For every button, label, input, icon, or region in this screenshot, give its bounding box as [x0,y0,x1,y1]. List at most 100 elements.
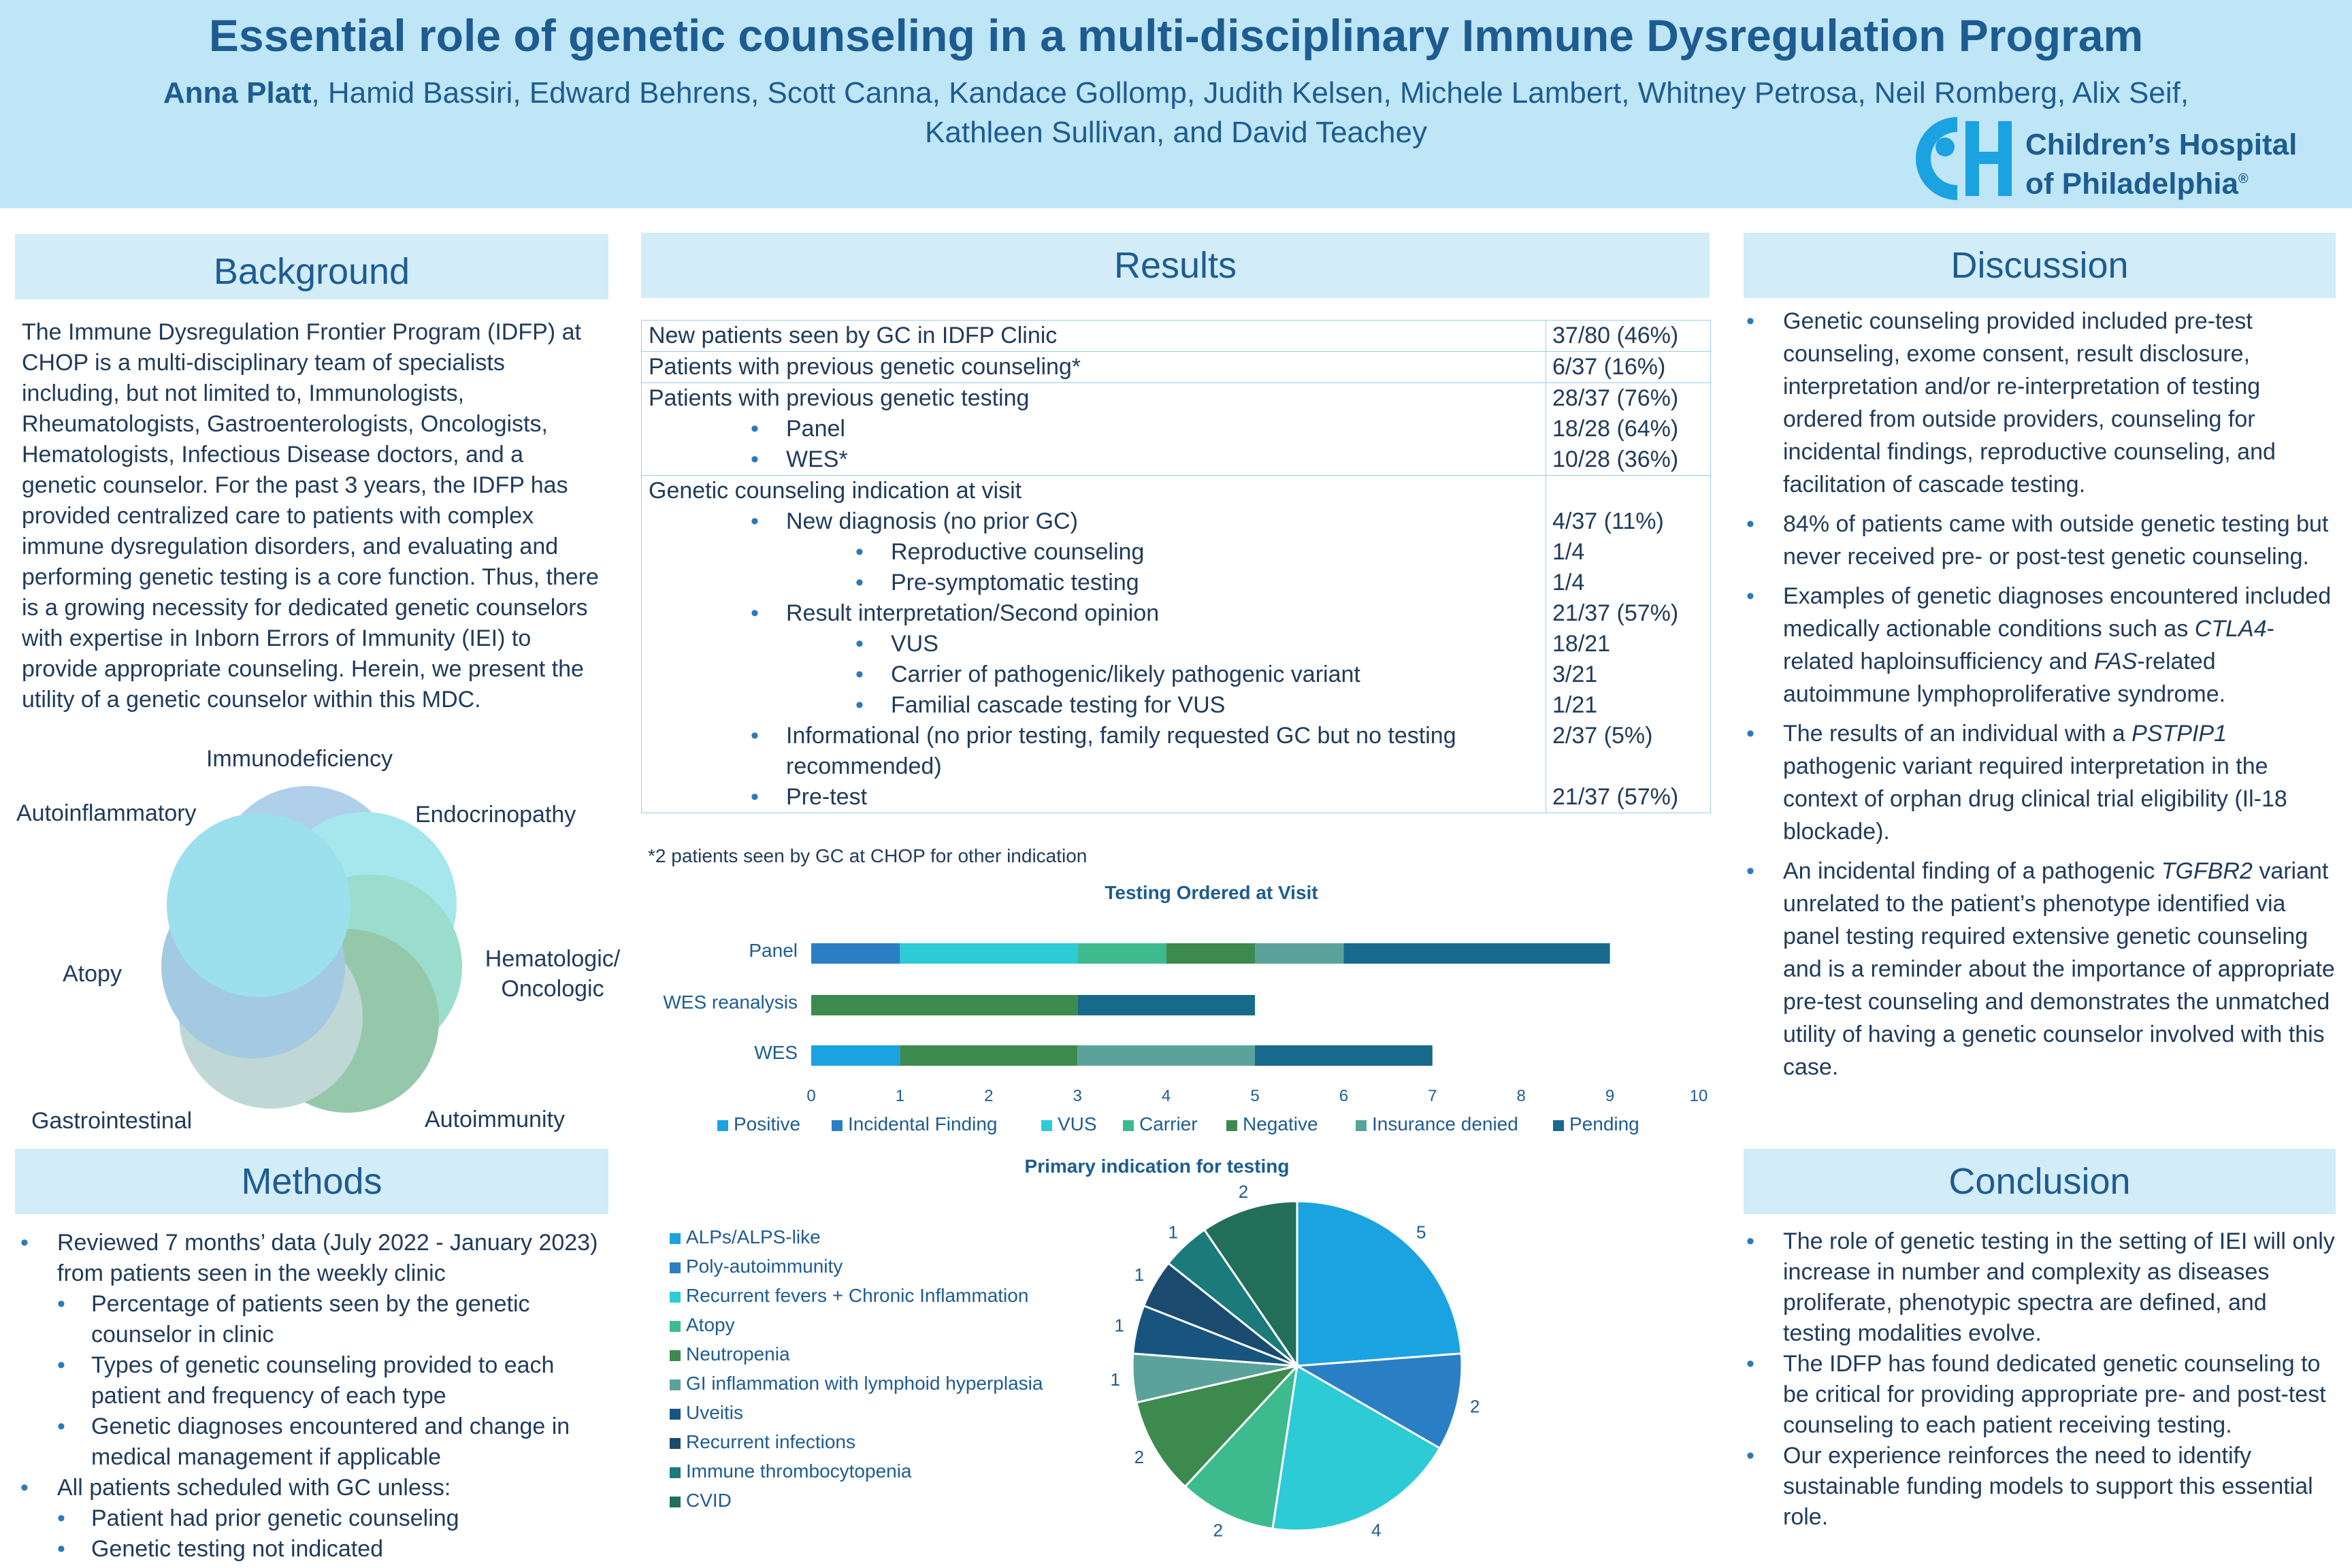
bar-segment [1255,1045,1433,1066]
pie-data-label: 1 [1134,1264,1144,1285]
bar-legend-item: Negative [1226,1113,1318,1135]
legend-label: Recurrent fevers + Chronic Inflammation [686,1285,1029,1306]
logo-line1: Children’s Hospital [2025,128,2298,161]
legend-label: Incidental Finding [848,1113,998,1134]
venn-label-hematologic: Hematologic/ [485,946,621,972]
table-cell-value: 28/37 (76%) [1552,385,1679,411]
bar-segment [1343,943,1610,964]
legend-label: Poly-autoimmunity [686,1256,843,1277]
legend-label: Pending [1569,1113,1639,1134]
venn-label-autoimmunity: Autoimmunity [425,1107,565,1132]
legend-label: VUS [1058,1113,1097,1134]
pie-legend-item: Atopy [670,1314,735,1336]
bar-legend-item: Incidental Finding [832,1113,997,1135]
legend-swatch [670,1291,681,1303]
pie-legend-item: Immune thrombocytopenia [670,1460,912,1482]
bar-legend-item: VUS [1041,1113,1097,1135]
gene-name: FAS [2093,649,2138,674]
legend-swatch [1553,1120,1564,1131]
methods-subitem: Percentage of patients seen by the genet… [57,1289,607,1350]
table-row: Patients with previous genetic testing 28… [642,382,1710,475]
pie-slice [1296,1200,1463,1367]
table-cell-label: Patients with previous genetic testing [649,385,1030,411]
poster-header: Essential role of genetic counseling in … [0,0,2352,208]
venn-label-atopy: Atopy [63,961,122,987]
pie-data-label: 1 [1168,1222,1177,1243]
table-cell-label: VUS [891,631,938,657]
bar-segment [811,995,1078,1015]
bar-legend-item: Carrier [1123,1113,1198,1135]
bar-tick-label: 9 [1605,1087,1614,1105]
results-table: New patients seen by GC in IDFP Clinic 37… [641,320,1711,813]
discussion-text: pathogenic variant required interpretati… [1783,753,2287,845]
table-cell-value: 2/37 (5%) [1552,723,1653,749]
legend-label: Immune thrombocytopenia [686,1460,912,1482]
methods-item: All patients scheduled with GC unless: P… [20,1473,607,1565]
lead-author: Anna Platt [163,76,312,110]
bar-category-label: WES [754,1042,798,1063]
bar-tick-label: 10 [1690,1087,1708,1105]
legend-label: Atopy [686,1314,735,1335]
author-list: Anna Platt, Hamid Bassiri, Edward Behren… [95,74,2257,152]
discussion-list: Genetic counseling provided included pre… [1746,305,2338,1083]
bar-segment [1077,1045,1255,1066]
poster-title: Essential role of genetic counseling in … [208,10,2144,61]
pie-legend-item: GI inflammation with lymphoid hyperplasi… [670,1373,1043,1394]
legend-label: Recurrent infections [686,1431,856,1452]
bar-category-label: WES reanalysis [663,992,798,1013]
venn-label-gastrointestinal: Gastrointestinal [31,1108,192,1134]
table-cell-value: 1/4 [1552,539,1585,565]
pie-slice [1271,1364,1441,1532]
results-heading: Results [641,233,1710,298]
legend-label: Uveitis [686,1402,744,1423]
bar-chart-title: Testing Ordered at Visit [1105,882,1318,903]
methods-item-text: Reviewed 7 months’ data (July 2022 - Jan… [57,1230,598,1286]
legend-swatch [1356,1120,1367,1131]
table-cell-value: 1/21 [1552,692,1598,718]
pie-data-label: 1 [1114,1315,1124,1335]
legend-swatch [670,1408,681,1420]
bar-legend-item: Insurance denied [1356,1113,1518,1135]
legend-label: GI inflammation with lymphoid hyperplasi… [686,1373,1043,1394]
chop-logo: Children’s Hospital of Philadelphia® [1910,114,2345,203]
pie-data-label: 5 [1416,1222,1426,1243]
conclusion-item: Our experience reinforces the need to id… [1746,1441,2338,1533]
table-cell-label: New patients seen by GC in IDFP Clinic [649,323,1058,348]
bar-segment [811,943,900,964]
legend-label: ALPs/ALPS-like [686,1226,821,1247]
pie-chart: 5 2 4 2 2 1 1 1 1 2 [1111,1184,1480,1540]
pie-data-label: 4 [1371,1520,1381,1540]
table-cell-label: Pre-test [786,784,868,810]
bar-segment [900,1045,1078,1066]
gene-name: CTLA4 [2194,616,2267,642]
table-cell-value: 4/37 (11%) [1552,508,1664,534]
logo-line2: of Philadelphia [2025,167,2238,201]
chop-logo-icon [1916,117,2012,200]
bar-segment [1166,943,1255,964]
legend-swatch [1123,1120,1134,1131]
table-cell-value: 21/37 (57%) [1552,784,1679,810]
pie-legend-item: ALPs/ALPS-like [670,1226,821,1248]
legend-swatch [717,1120,728,1131]
pie-legend-item: Recurrent infections [670,1431,855,1453]
table-cell-label: Carrier of pathogenic/likely pathogenic … [891,662,1360,687]
bar-tick-label: 3 [1073,1087,1082,1105]
bar-tick-label: 4 [1162,1087,1171,1105]
legend-label: Negative [1243,1113,1318,1134]
pie-slice [1203,1200,1298,1369]
table-cell-value: 3/21 [1552,662,1598,687]
discussion-item: 84% of patients came with outside geneti… [1746,508,2338,573]
logo-registered-mark: ® [2238,172,2249,186]
bar-tick-label: 7 [1428,1087,1437,1105]
discussion-text: Genetic counseling provided included pre… [1783,308,2276,497]
table-cell-label: recommended) [786,753,942,779]
venn-label-immunodeficiency: Immunodeficiency [206,746,393,772]
discussion-item: The results of an individual with a PSTP… [1746,717,2338,848]
methods-subitem: Patient had prior genetic counseling [57,1503,607,1534]
discussion-text: The results of an individual with a [1783,721,2132,747]
venn-circle-autoinflammatory [167,813,350,997]
bar-segment [1077,943,1166,964]
discussion-text: An incidental finding of a pathogenic [1783,858,2161,884]
bar-tick-label: 1 [896,1087,904,1105]
table-cell-label: Familial cascade testing for VUS [891,692,1226,718]
